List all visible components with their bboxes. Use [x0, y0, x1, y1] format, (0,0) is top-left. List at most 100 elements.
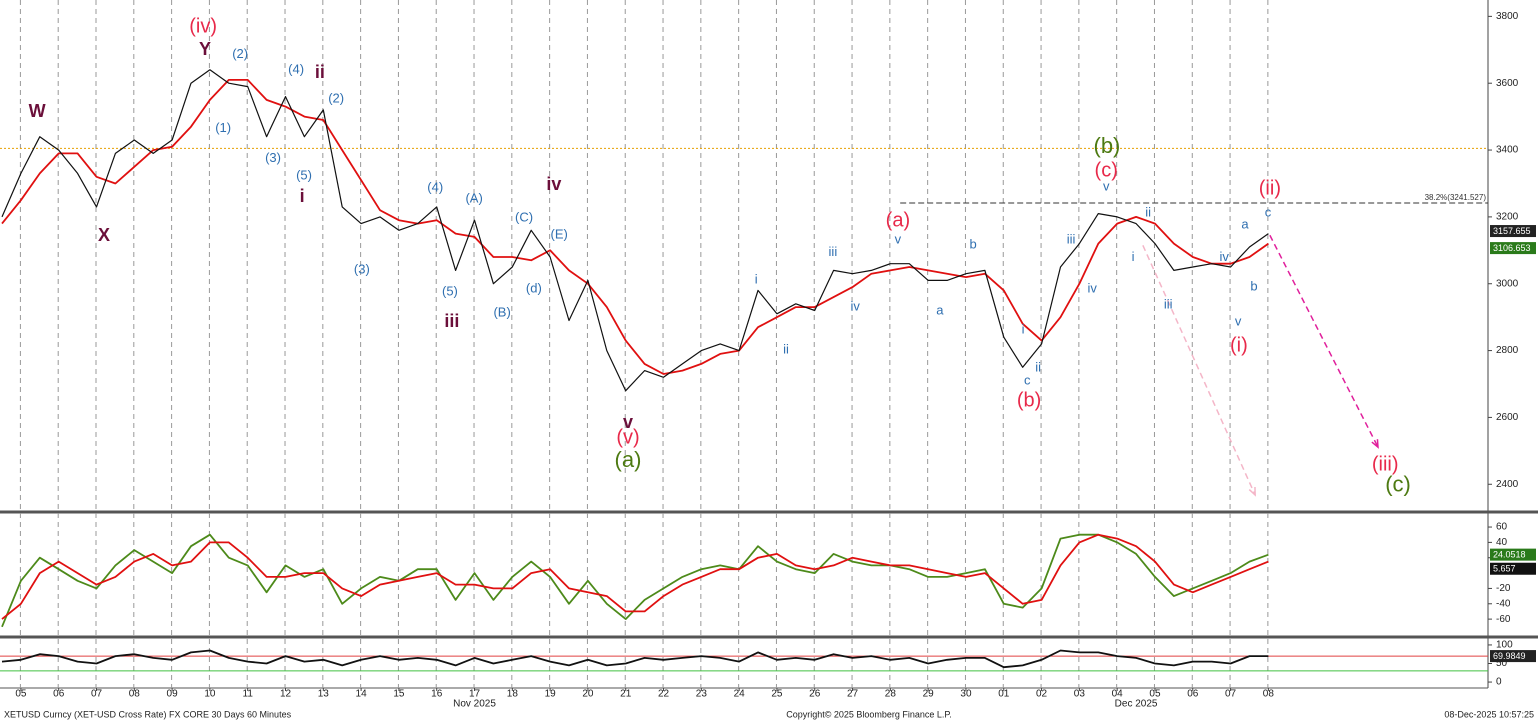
source-label: XETUSD Curncy (XET-USD Cross Rate) FX CO…: [4, 709, 292, 719]
x-tick-label: 15: [393, 689, 405, 700]
wave-label: b: [1250, 279, 1257, 294]
wave-label: ii: [315, 62, 325, 82]
x-tick-label: 23: [696, 689, 708, 700]
y-tick-label: -40: [1496, 598, 1511, 609]
x-tick-label: 06: [53, 689, 65, 700]
wave-label: (5): [442, 284, 458, 299]
x-tick-label: 02: [1036, 689, 1048, 700]
y-tick-label: 2400: [1496, 479, 1519, 490]
wave-label: (ii): [1259, 177, 1281, 199]
x-tick-label: 30: [960, 689, 972, 700]
wave-label: (1): [215, 120, 231, 135]
x-tick-label: 03: [1074, 689, 1086, 700]
arrow-head: [1248, 486, 1256, 497]
y-tick-label: 3200: [1496, 212, 1519, 223]
wave-label: iii: [1067, 232, 1076, 247]
wave-label: (A): [465, 191, 482, 206]
last-value-label: 3157.655: [1493, 226, 1531, 236]
x-tick-label: 27: [847, 689, 859, 700]
x-tick-label: 05: [1149, 689, 1161, 700]
y-tick-label: 2800: [1496, 345, 1519, 356]
x-tick-label: 19: [545, 689, 557, 700]
wave-label: (c): [1095, 159, 1118, 181]
wave-label: ii: [1145, 205, 1151, 220]
y-tick-label: 40: [1496, 537, 1508, 548]
y-tick-label: -20: [1496, 583, 1511, 594]
wave-label: X: [98, 225, 110, 245]
series-line: [1, 533, 1269, 628]
x-tick-label: 07: [1225, 689, 1237, 700]
wave-label: i: [1132, 249, 1135, 264]
wave-label: v: [1235, 314, 1242, 329]
wave-label: (E): [551, 227, 568, 242]
wave-label: iii: [444, 311, 459, 331]
x-tick-label: 18: [507, 689, 519, 700]
month-label: Dec 2025: [1115, 699, 1158, 710]
wave-label: i: [1022, 322, 1025, 337]
x-tick-label: 08: [129, 689, 141, 700]
last-value-box: [1490, 225, 1536, 238]
y-tick-label: 3800: [1496, 11, 1519, 22]
series-line: [1, 79, 1269, 375]
wave-label: iii: [829, 244, 838, 259]
x-tick-label: 09: [167, 689, 179, 700]
wave-label: v: [623, 412, 633, 432]
x-tick-label: 11: [243, 689, 254, 700]
x-tick-label: 04: [1112, 689, 1124, 700]
y-tick-label: 0: [1496, 677, 1502, 688]
wave-label: Y: [199, 39, 211, 59]
month-label: Nov 2025: [453, 699, 496, 710]
wave-label: ii: [1035, 359, 1041, 374]
last-value-label: 69.9849: [1493, 651, 1526, 661]
last-value-box: [1490, 548, 1536, 561]
x-tick-label: 25: [771, 689, 783, 700]
wave-label: W: [29, 101, 46, 121]
x-tick-label: 28: [885, 689, 897, 700]
last-value-box: [1490, 242, 1536, 255]
last-value-box: [1490, 650, 1536, 663]
arrow-head: [1371, 439, 1379, 449]
series-line: [1, 69, 1269, 392]
y-tick-label: -60: [1496, 614, 1511, 625]
wave-label: a: [1241, 217, 1249, 232]
wave-label: (c): [1385, 472, 1411, 497]
wave-label: c: [1024, 372, 1031, 387]
x-tick-label: 20: [582, 689, 594, 700]
wave-label: iv: [1088, 281, 1098, 296]
timestamp: 08-Dec-2025 10:57:25: [1444, 709, 1534, 719]
wave-label: (b): [1094, 133, 1121, 158]
x-tick-label: 13: [318, 689, 330, 700]
x-tick-label: 16: [431, 689, 443, 700]
wave-label: (a): [886, 210, 910, 232]
copyright: Copyright© 2025 Bloomberg Finance L.P.: [786, 709, 952, 719]
x-tick-label: 12: [280, 689, 292, 700]
wave-label: b: [970, 237, 977, 252]
wave-label: (3): [265, 150, 281, 165]
y-tick-label: 100: [1496, 640, 1513, 651]
x-tick-label: 22: [658, 689, 670, 700]
last-value-label: 24.0518: [1493, 550, 1526, 560]
x-tick-label: 26: [809, 689, 821, 700]
x-tick-label: 10: [204, 689, 216, 700]
x-tick-label: 05: [15, 689, 27, 700]
wave-label: ii: [783, 342, 789, 357]
wave-label: (2): [232, 46, 248, 61]
y-tick-label: 3000: [1496, 278, 1519, 289]
wave-label: (2): [328, 91, 344, 106]
wave-label: c: [1265, 205, 1272, 220]
wave-label: iv: [1219, 249, 1229, 264]
x-tick-label: 07: [91, 689, 103, 700]
x-tick-label: 08: [1263, 689, 1275, 700]
wave-label: iv: [850, 299, 860, 314]
wave-label: (v): [616, 426, 639, 448]
wave-label: iii: [1164, 297, 1173, 312]
x-tick-label: 24: [734, 689, 746, 700]
wave-label: (iii): [1372, 453, 1399, 475]
wave-label: v: [895, 232, 902, 247]
y-tick-label: 3400: [1496, 145, 1519, 156]
wave-label: i: [755, 271, 758, 286]
series-line: [1, 649, 1269, 669]
wave-label: (iv): [189, 16, 217, 38]
level-label: 38.2%(3241.527): [1425, 193, 1487, 202]
